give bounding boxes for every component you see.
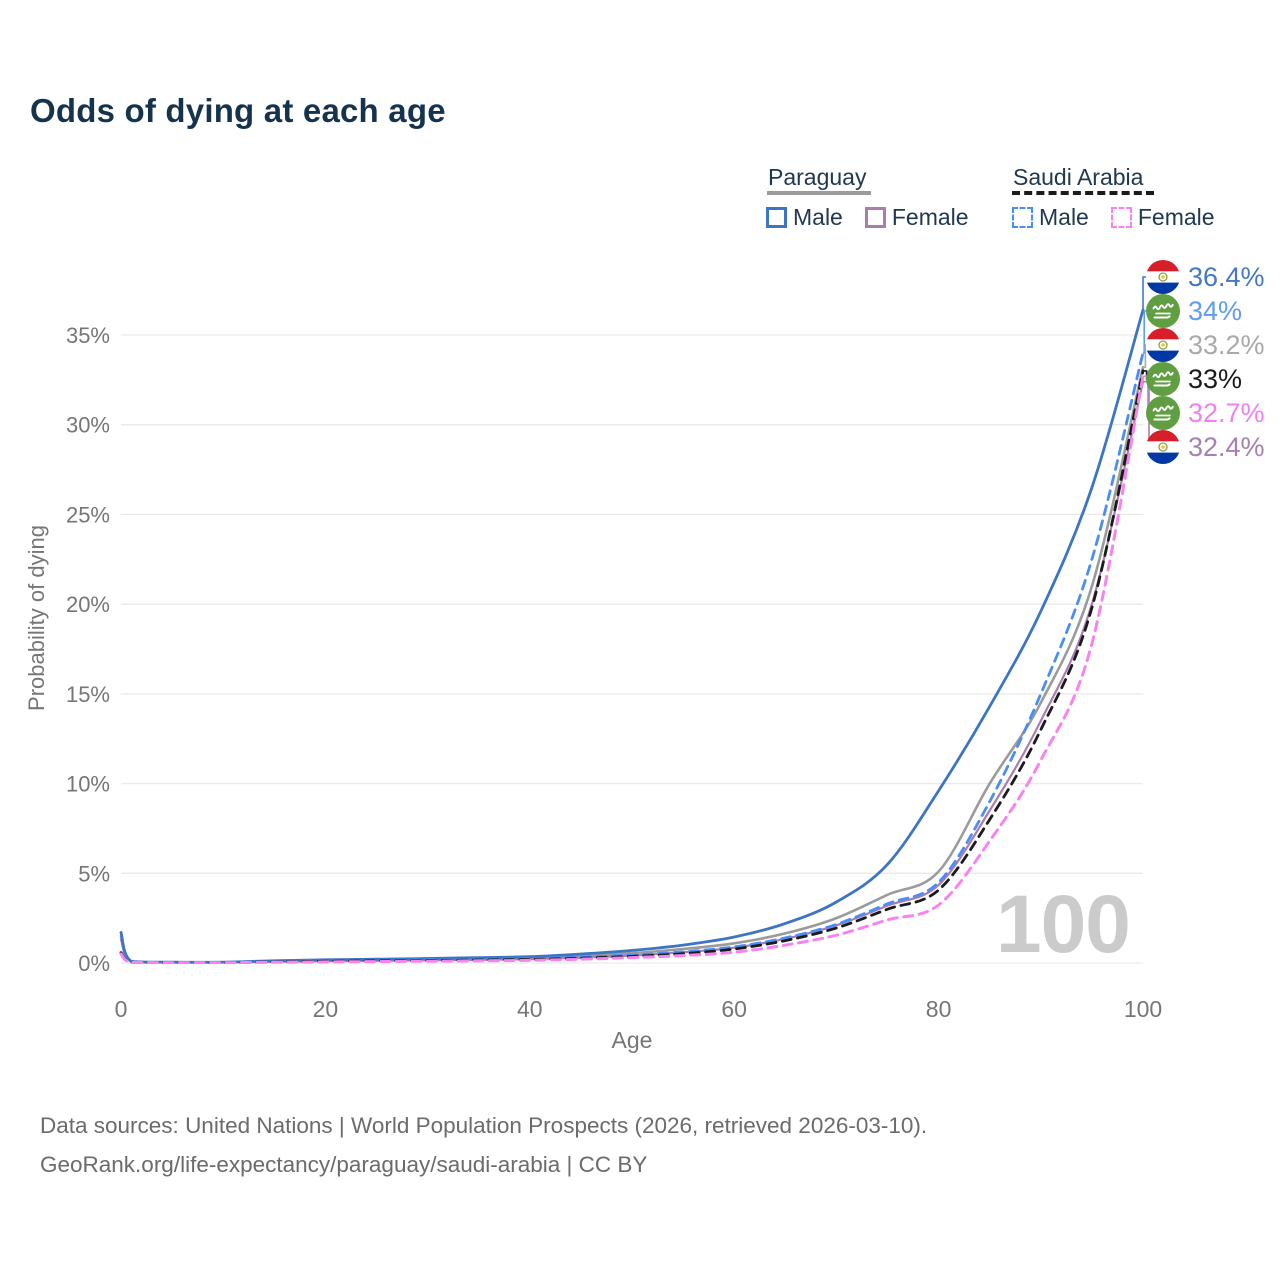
footer-url-line: GeoRank.org/life-expectancy/paraguay/sau… [40,1152,648,1177]
footer-sources-line: Data sources: United Nations | World Pop… [40,1113,928,1138]
legend-saudi-line-sample [1012,191,1154,195]
page-title: Odds of dying at each age [30,92,446,129]
series-lines [119,308,1145,965]
y-tick-label: 35% [66,323,110,348]
saudi-arabia-flag-icon [1146,362,1180,396]
y-tick-label: 10% [66,772,110,797]
x-tick-label: 100 [1124,996,1162,1022]
y-tick-label: 20% [66,592,110,617]
y-tick-label: 0% [78,951,110,976]
legend-swatch-paraguay-male[interactable] [766,207,787,228]
y-axis-title: Probability of dying [24,525,49,711]
end-label-paraguay-male: 36.4% [1146,260,1265,294]
x-tick-label: 0 [115,996,128,1022]
end-label-value: 34% [1188,295,1243,326]
paraguay-flag-icon [1146,328,1180,362]
legend-group-saudi-title: Saudi Arabia [1013,164,1144,190]
legend-label-paraguay-female[interactable]: Female [891,204,969,230]
legend-paraguay-line-sample [767,191,871,195]
legend-row-paraguay: Male Female [766,204,985,231]
paraguay-flag-icon [1146,260,1180,294]
end-label-value: 36.4% [1188,261,1265,292]
legend-group-paraguay-title: Paraguay [768,164,867,190]
saudi-arabia-flag-icon [1146,294,1180,328]
y-tick-label: 15% [66,682,110,707]
end-label-paraguay-female: 32.4% [1146,430,1265,464]
end-label-value: 32.7% [1188,397,1265,428]
legend: Paraguay Male Female Saudi Arabia Male F… [0,163,1280,253]
series-line-saudi-arabia-female[interactable] [119,374,1145,965]
end-label-value: 32.4% [1188,431,1265,462]
end-label-saudi-arabia-male: 34% [1146,294,1242,328]
end-label-value: 33.2% [1188,329,1265,360]
end-label-value: 33% [1188,363,1243,394]
gridlines [121,334,1143,964]
age-watermark: 100 [996,879,1131,970]
x-tick-label: 60 [721,996,747,1022]
axis-tick-labels: 0% 5% 10% 15% 20% 25% 30% 35% 0 20 40 60 80 100 [66,323,1162,1022]
legend-label-saudi-female[interactable]: Female [1137,204,1215,230]
legend-label-saudi-male[interactable]: Male [1039,204,1089,230]
series-line-paraguay-female[interactable] [119,380,1145,964]
paraguay-flag-icon [1146,430,1180,464]
legend-swatch-saudi-male[interactable] [1012,207,1033,228]
y-tick-label: 30% [66,413,110,438]
x-tick-label: 20 [313,996,339,1022]
legend-row-saudi: Male Female [1012,204,1231,231]
end-label-saudi-arabia-female: 32.7% [1146,396,1265,430]
end-label-saudi-arabia-both: 33% [1146,362,1242,396]
series-line-paraguay-male[interactable] [119,308,1145,964]
end-label-paraguay-both: 33.2% [1146,328,1265,362]
saudi-arabia-flag-icon [1146,396,1180,430]
series-line-saudi-arabia-male[interactable] [119,351,1145,964]
x-tick-label: 80 [926,996,952,1022]
y-tick-label: 25% [66,502,110,527]
footer: Data sources: United Nations | World Pop… [40,1106,927,1184]
legend-label-paraguay-male[interactable]: Male [793,204,843,230]
legend-swatch-saudi-female[interactable] [1110,207,1132,228]
x-tick-label: 40 [517,996,543,1022]
x-axis-title: Age [612,1027,653,1053]
y-tick-label: 5% [78,861,110,886]
legend-swatch-paraguay-female[interactable] [864,207,886,228]
